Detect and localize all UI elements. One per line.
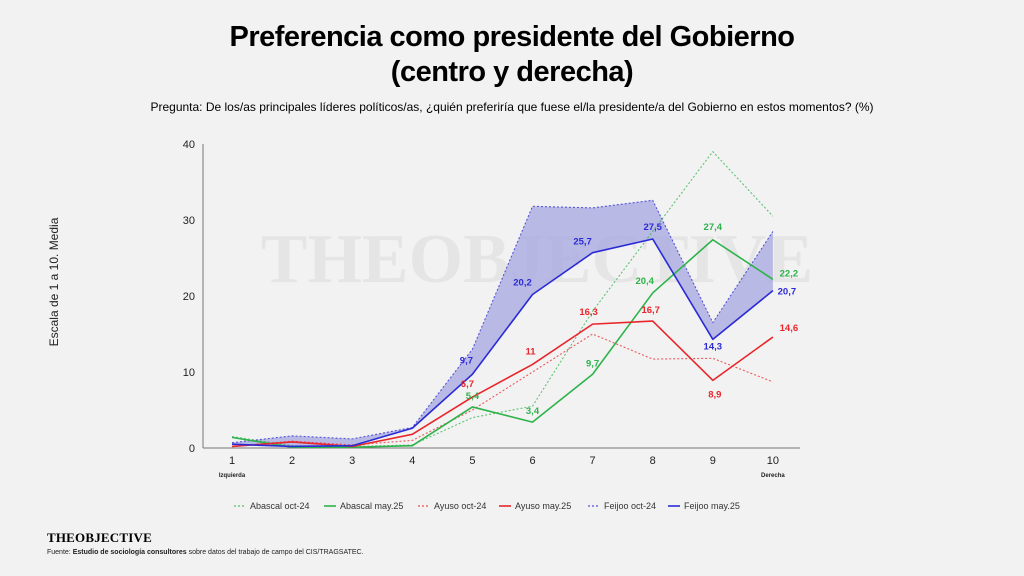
legend-label: Ayuso oct-24 [434,501,486,511]
data-label: 8,9 [708,389,721,400]
data-label: 20,4 [635,276,654,287]
x-tick-label: 6 [529,455,535,467]
series-line-abascal-may-25 [231,238,774,449]
x-end-label-left: Izquierda [219,473,246,479]
x-tick-label: 5 [469,455,475,467]
x-tick-label: 1 [229,455,235,467]
legend-label: Abascal oct-24 [250,501,310,511]
legend-label: Feijoo oct-24 [604,501,656,511]
source-name: Estudio de sociología consultores [72,549,187,556]
data-label: 6,7 [461,379,474,390]
data-label: 14,3 [704,341,723,352]
x-tick-label: 2 [289,455,295,467]
data-label: 20,2 [513,277,532,288]
data-label: 27,4 [704,222,723,233]
data-label: 25,7 [573,237,592,248]
source-note: Fuente: Estudio de sociología consultore… [47,549,364,556]
data-label: 20,7 [778,287,797,298]
data-label: 9,7 [460,355,473,366]
feijoo-change-band [232,200,773,447]
x-tick-label: 3 [349,455,355,467]
y-tick-label: 30 [183,215,195,227]
y-tick-label: 40 [183,139,195,151]
y-tick-label: 0 [189,443,195,455]
y-tick-label: 20 [183,291,195,303]
x-tick-label: 7 [590,455,596,467]
data-label: 16,7 [641,305,660,316]
data-label: 14,6 [780,323,799,334]
x-tick-label: 9 [710,455,716,467]
x-tick-label: 4 [409,455,415,467]
source-rest: sobre datos del trabajo de campo del CIS… [186,549,364,556]
chart-subtitle: Pregunta: De los/as principales líderes … [150,100,874,114]
legend-label: Abascal may.25 [340,501,403,511]
legend-label: Ayuso may.25 [515,501,571,511]
data-label: 27,5 [643,222,662,233]
chart-title-line1: Preferencia como presidente del Gobierno [229,21,796,53]
data-label: 5,4 [466,391,480,402]
brand-logo: THEOBJECTIVE [47,530,152,545]
legend-label: Feijoo may.25 [684,501,740,511]
data-label: 9,7 [586,358,599,369]
data-label: 11 [525,346,536,357]
data-label: 22,2 [780,268,799,279]
data-label: 3,4 [526,406,540,417]
x-end-label-right: Derecha [761,473,785,479]
y-tick-label: 10 [183,367,195,379]
series-line-feijoo-may-25 [231,238,774,448]
series-line-ayuso-may-25 [231,320,774,448]
x-tick-label: 10 [767,455,779,467]
series-line-abascal-oct-24 [231,151,774,448]
source-prefix: Fuente: [47,549,73,556]
chart-title-line2: (centro y derecha) [390,56,634,88]
y-axis-label: Escala de 1 a 10. Media [47,217,61,346]
data-label: 16,3 [579,307,598,318]
x-tick-label: 8 [650,455,656,467]
chart-title: Preferencia como presidente del Gobierno… [0,20,1024,90]
series-line-ayuso-oct-24 [231,333,774,448]
series-line-feijoo-oct-24 [231,199,774,444]
